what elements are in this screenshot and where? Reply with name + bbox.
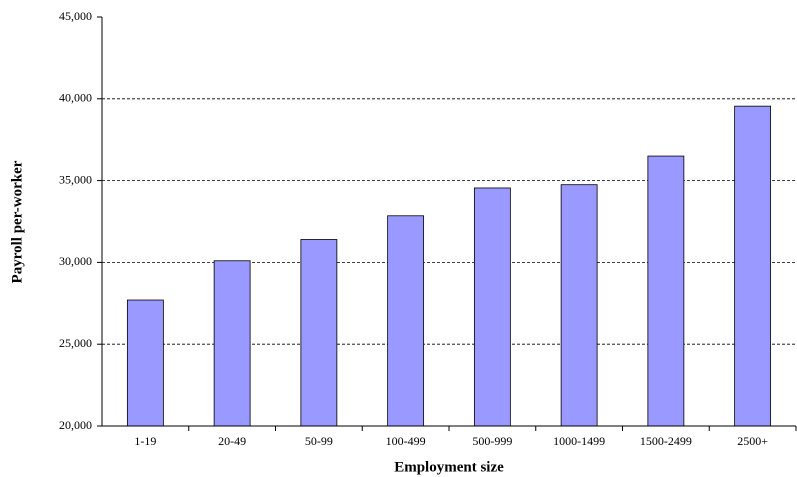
x-axis-title: Employment size — [394, 459, 504, 475]
bar — [560, 184, 598, 427]
bar — [126, 299, 164, 427]
y-tick-label: 20,000 — [59, 418, 92, 432]
x-tick-label: 20-49 — [218, 434, 246, 448]
x-tick-label: 1000-1499 — [553, 434, 605, 448]
bar — [213, 260, 251, 427]
x-tick-label: 100-499 — [386, 434, 426, 448]
y-tick-label: 40,000 — [59, 91, 92, 105]
bar — [734, 105, 772, 427]
x-tick-label: 50-99 — [305, 434, 333, 448]
bar — [300, 239, 338, 427]
bar — [647, 155, 685, 427]
y-tick-label: 35,000 — [59, 172, 92, 186]
x-tick-label: 1-19 — [134, 434, 156, 448]
x-tick-label: 500-999 — [472, 434, 512, 448]
y-axis-title: Payroll per-worker — [9, 160, 25, 283]
y-tick-label: 30,000 — [59, 254, 92, 268]
x-tick-label: 2500+ — [737, 434, 768, 448]
bar — [387, 215, 425, 427]
y-tick-label: 25,000 — [59, 336, 92, 350]
bar — [473, 187, 511, 427]
x-tick-label: 1500-2499 — [640, 434, 692, 448]
y-tick-label: 45,000 — [59, 9, 92, 23]
